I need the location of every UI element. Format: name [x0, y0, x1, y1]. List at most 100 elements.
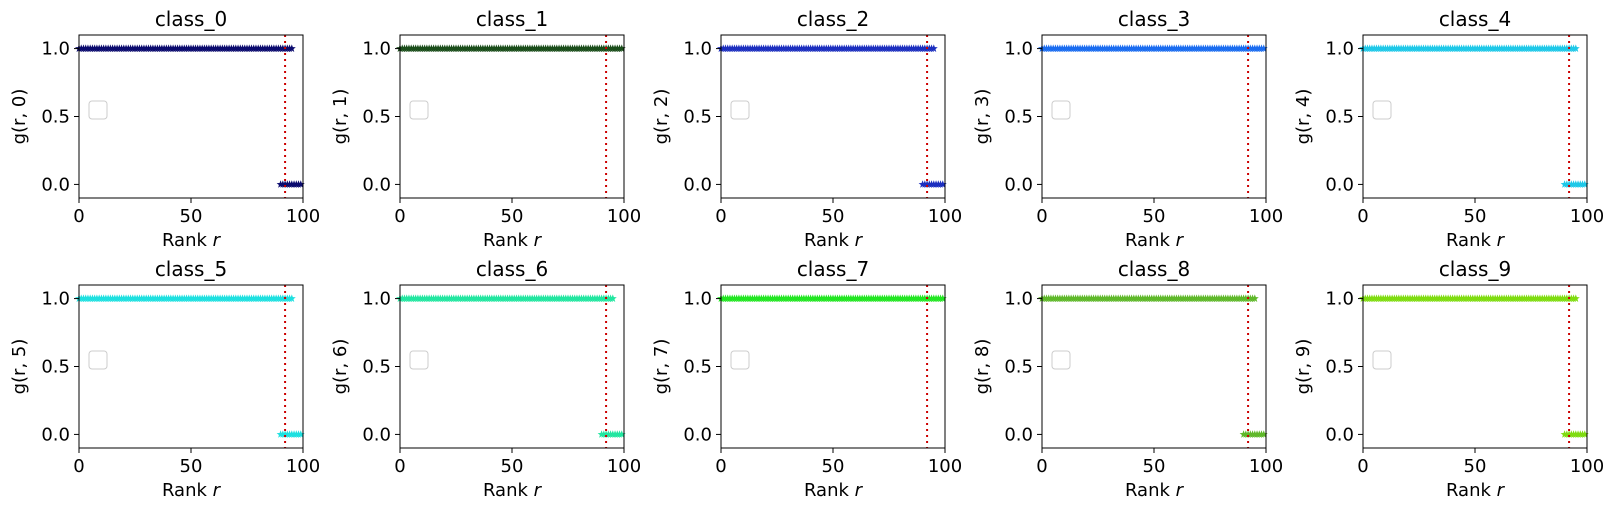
x-tick-label: 0 [1036, 456, 1047, 477]
x-tick-label: 50 [1143, 206, 1166, 227]
x-axis-label: Rank r [483, 480, 543, 501]
x-axis-label-text: Rank [804, 480, 855, 501]
subplot-title: class_7 [797, 257, 869, 281]
legend-box [1372, 350, 1392, 370]
plot-frame [720, 284, 946, 449]
x-axis-label: Rank r [1446, 480, 1506, 501]
y-tick-label: 0.0 [683, 174, 712, 195]
y-tick-label: 0.0 [41, 174, 70, 195]
data-point [1580, 430, 1589, 438]
x-axis-label: Rank r [162, 230, 222, 251]
subplot-class_9: 0 50 100 0.0 0.5 1.0 class_9 Rank r g(r, 9) [1293, 257, 1604, 501]
y-tick-label: 0.5 [41, 107, 70, 128]
x-axis-label-text: Rank [1446, 480, 1497, 501]
y-tick-label: 1.0 [362, 289, 391, 310]
y-tick-label: 1.0 [362, 39, 391, 60]
x-tick-label: 50 [822, 206, 845, 227]
series-y1 [717, 294, 947, 302]
x-axis-label-text: Rank [1125, 230, 1176, 251]
y-tick-label: 1.0 [1325, 289, 1354, 310]
series-y1 [396, 294, 617, 302]
data-point [287, 44, 296, 52]
y-tick-label: 0.0 [683, 424, 712, 445]
y-tick-label: 1.0 [1004, 39, 1033, 60]
x-axis-label: Rank r [804, 230, 864, 251]
x-axis-label-var: r [855, 230, 864, 251]
series-y0 [276, 430, 305, 438]
x-tick-label: 100 [1249, 456, 1283, 477]
x-axis-label: Rank r [1125, 480, 1185, 501]
series-y1 [75, 44, 296, 52]
plot-frame [1362, 34, 1588, 199]
y-tick-label: 1.0 [683, 39, 712, 60]
y-axis-label: g(r, 2) [651, 89, 672, 145]
x-tick-label: 50 [180, 456, 203, 477]
legend-box [730, 350, 750, 370]
subplot-class_6: 0 50 100 0.0 0.5 1.0 class_6 Rank r g(r, 6) [330, 257, 641, 501]
x-axis-label: Rank r [483, 230, 543, 251]
data-point [938, 294, 947, 302]
y-axis-label: g(r, 5) [9, 339, 30, 395]
subplot-class_0: 0 50 100 0.0 0.5 1.0 class_0 Rank r g(r, 0) [9, 7, 320, 251]
data-point [608, 294, 617, 302]
x-tick-label: 50 [501, 206, 524, 227]
y-axis-label: g(r, 7) [651, 339, 672, 395]
series-y1 [1038, 44, 1268, 52]
subplot-title: class_8 [1118, 257, 1190, 281]
y-tick-label: 0.5 [1004, 107, 1033, 128]
plot-frame [1041, 34, 1267, 199]
data-point [1571, 44, 1580, 52]
y-tick-label: 1.0 [683, 289, 712, 310]
subplot-title: class_5 [155, 257, 227, 281]
subplot-title: class_9 [1439, 257, 1511, 281]
plot-frame [720, 34, 946, 199]
x-tick-label: 100 [286, 206, 320, 227]
legend-box [409, 350, 429, 370]
x-axis-label-var: r [855, 480, 864, 501]
x-tick-label: 0 [1357, 206, 1368, 227]
series-y1 [1359, 44, 1580, 52]
x-axis-label-var: r [1176, 230, 1185, 251]
y-axis-label: g(r, 0) [9, 89, 30, 145]
series-y0 [1560, 430, 1589, 438]
data-point [938, 180, 947, 188]
y-tick-label: 0.0 [1325, 424, 1354, 445]
y-tick-label: 0.0 [1325, 174, 1354, 195]
x-tick-label: 100 [1249, 206, 1283, 227]
series-y0 [1560, 180, 1589, 188]
x-axis-label: Rank r [1125, 230, 1185, 251]
data-point [296, 180, 305, 188]
legend-box [409, 100, 429, 120]
y-tick-label: 1.0 [1004, 289, 1033, 310]
subplot-title: class_6 [476, 257, 548, 281]
x-tick-label: 100 [1570, 456, 1604, 477]
series-y0 [597, 430, 626, 438]
plot-frame [399, 284, 625, 449]
x-tick-label: 50 [822, 456, 845, 477]
y-axis-label: g(r, 8) [972, 339, 993, 395]
x-axis-label-var: r [534, 230, 543, 251]
subplot-title: class_0 [155, 7, 227, 31]
x-tick-label: 0 [715, 456, 726, 477]
x-axis-label-var: r [1497, 480, 1506, 501]
x-axis-label-text: Rank [162, 480, 213, 501]
x-axis-label: Rank r [1446, 230, 1506, 251]
series-y0 [1239, 430, 1268, 438]
x-tick-label: 0 [73, 456, 84, 477]
y-tick-label: 0.0 [1004, 174, 1033, 195]
subplot-class_4: 0 50 100 0.0 0.5 1.0 class_4 Rank r g(r, 4) [1293, 7, 1604, 251]
x-tick-label: 100 [286, 456, 320, 477]
y-tick-label: 0.5 [683, 357, 712, 378]
plot-frame [78, 284, 304, 449]
y-tick-label: 0.5 [362, 357, 391, 378]
data-point [1580, 180, 1589, 188]
x-tick-label: 100 [928, 206, 962, 227]
y-tick-label: 0.5 [683, 107, 712, 128]
data-point [1571, 294, 1580, 302]
y-axis-label: g(r, 9) [1293, 339, 1314, 395]
series-y0 [918, 180, 947, 188]
x-axis-label-text: Rank [162, 230, 213, 251]
plot-frame [399, 34, 625, 199]
data-point [296, 430, 305, 438]
